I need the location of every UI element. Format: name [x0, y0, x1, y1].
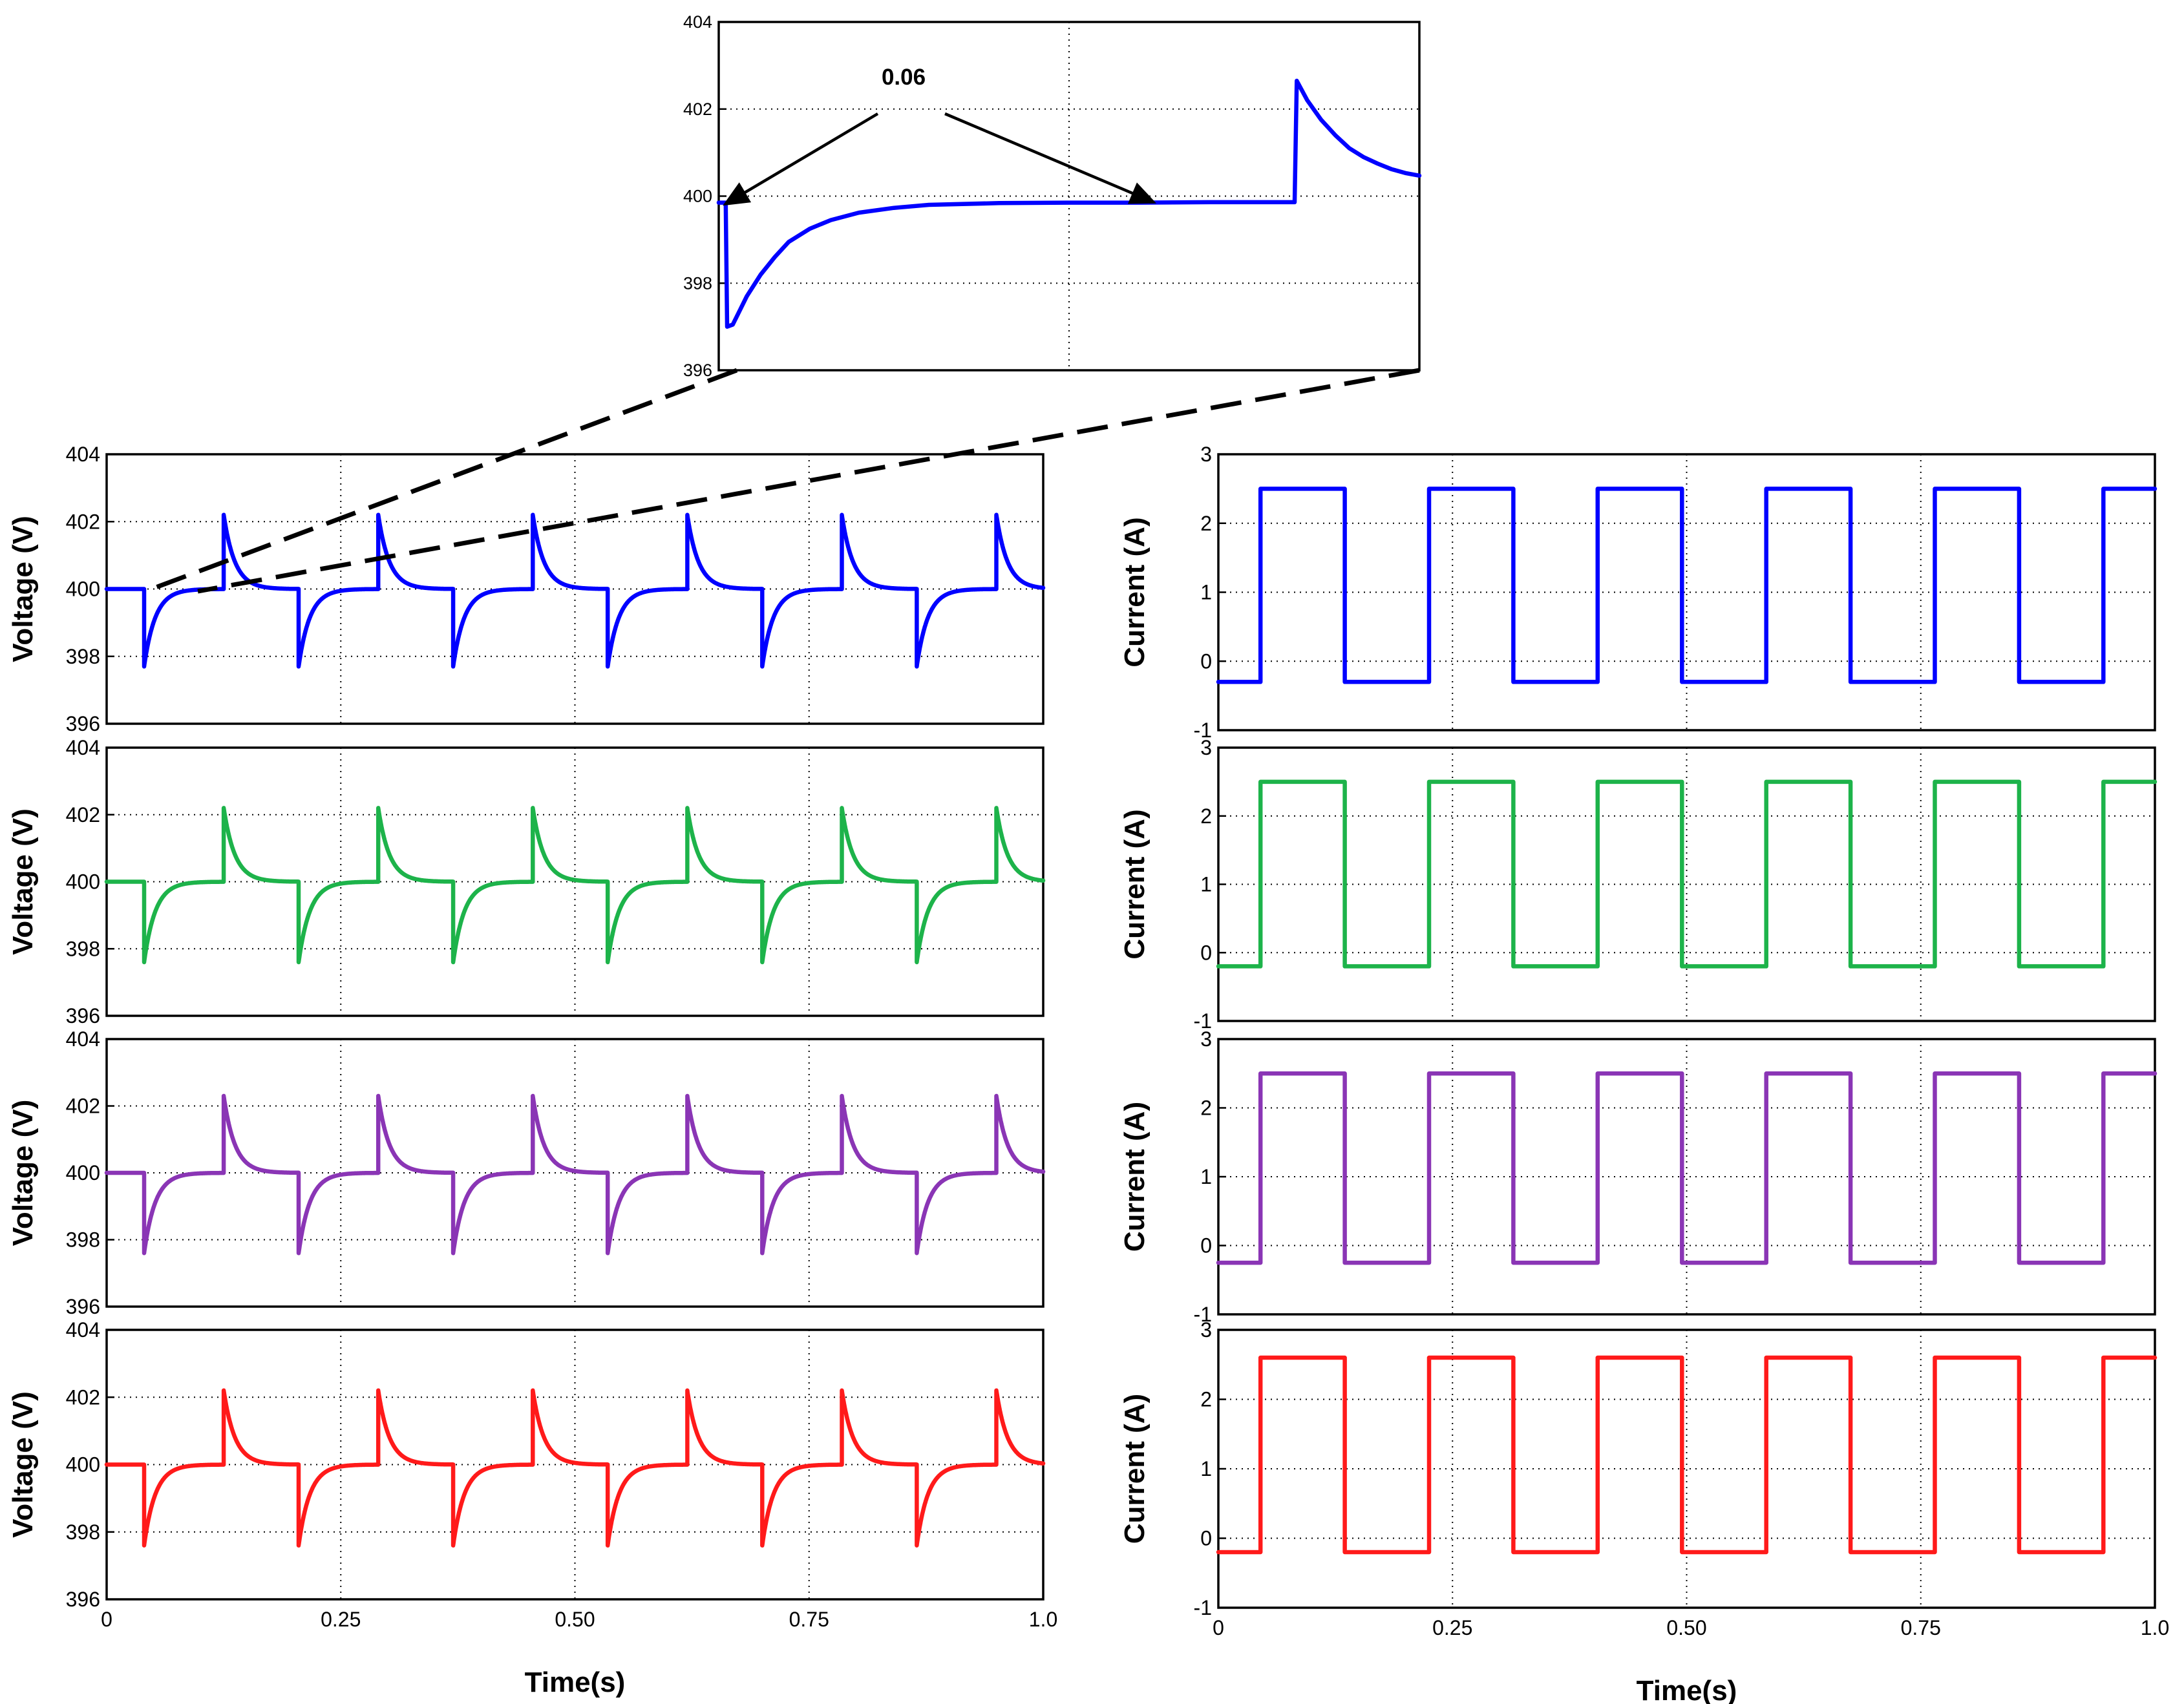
y-tick-label: 398	[66, 1520, 100, 1544]
voltage-4-panel: 404 402 400 398 396 Voltage (V) 0 0.25 0.50 0.75 1…	[7, 1318, 1057, 1698]
left-arrow	[723, 112, 879, 206]
y-tick-label: -1	[1194, 1596, 1212, 1619]
plots-layer: 404 402 400 398 396 0.06 404 402 400 398 396 Voltag…	[7, 12, 2169, 1704]
plot-frame	[717, 21, 1421, 372]
plot-frame	[1217, 1329, 2156, 1609]
voltage-2-panel: 404 402 400 398 396 Voltage (V)	[7, 736, 1046, 1027]
x-tick-label: 1.0	[2141, 1616, 2169, 1639]
y-tick-label: 0	[1200, 1527, 1212, 1550]
y-tick-label: 396	[66, 1004, 100, 1027]
y-tick-label: 402	[66, 1385, 100, 1409]
voltage-trace	[104, 1388, 1046, 1548]
y-tick-label: 0	[1200, 941, 1212, 964]
plot-frame	[1217, 453, 2156, 731]
y-tick-label: 2	[1200, 1097, 1212, 1120]
y-tick-label: 1	[1200, 873, 1212, 896]
y-tick-label: 404	[66, 1318, 100, 1341]
x-axis-label: Time(s)	[525, 1667, 626, 1698]
y-tick-label: 396	[683, 361, 712, 380]
y-tick-label: -1	[1194, 1009, 1212, 1033]
y-tick-label: 1	[1200, 581, 1212, 604]
y-tick-label: -1	[1194, 1303, 1212, 1326]
inset-panel: 404 402 400 398 396 0.06	[683, 12, 1422, 380]
x-tick-label: 0.25	[1432, 1616, 1472, 1639]
y-tick-label: 400	[66, 870, 100, 894]
y-tick-label: 396	[66, 1588, 100, 1611]
y-tick-label: 2	[1200, 805, 1212, 828]
y-tick-label: 404	[66, 1027, 100, 1051]
current-1-panel: 3 2 1 0 -1 Current (A)	[1119, 443, 2157, 742]
y-axis-label: Current (A)	[1119, 809, 1150, 959]
zoom-connector-right	[197, 368, 1420, 594]
y-tick-label: 400	[683, 187, 712, 206]
plot-frame	[1217, 1038, 2156, 1316]
y-tick-label: 3	[1200, 1318, 1212, 1341]
current-2-panel: 3 2 1 0 -1 Current (A)	[1119, 736, 2157, 1033]
y-tick-label: 400	[66, 1161, 100, 1184]
y-tick-label: 0	[1200, 1234, 1212, 1257]
x-tick-label: 0.50	[555, 1608, 595, 1631]
y-axis-label: Voltage (V)	[7, 1100, 39, 1246]
y-tick-label: 404	[66, 443, 100, 466]
y-axis-label: Voltage (V)	[7, 1391, 39, 1538]
plot-frame	[1217, 746, 2156, 1022]
y-tick-label: 2	[1200, 512, 1212, 535]
y-tick-label: 1	[1200, 1165, 1212, 1188]
voltage-3-panel: 404 402 400 398 396 Voltage (V)	[7, 1027, 1046, 1318]
y-tick-label: 2	[1200, 1388, 1212, 1411]
y-tick-label: 398	[66, 1228, 100, 1252]
x-tick-label: 0.75	[789, 1608, 829, 1631]
current-trace	[1216, 1071, 2157, 1265]
current-trace	[1216, 1355, 2157, 1555]
y-tick-label: 398	[683, 273, 712, 293]
x-tick-label: 0.25	[321, 1608, 361, 1631]
y-tick-label: 396	[66, 712, 100, 735]
y-tick-label: -1	[1194, 719, 1212, 742]
y-tick-label: 396	[66, 1295, 100, 1318]
y-tick-label: 3	[1200, 736, 1212, 759]
x-tick-label: 1.0	[1029, 1608, 1057, 1631]
current-3-panel: 3 2 1 0 -1 Current (A)	[1119, 1027, 2157, 1326]
y-tick-label: 400	[66, 1453, 100, 1477]
y-axis-label: Current (A)	[1119, 1102, 1150, 1252]
y-tick-label: 402	[66, 510, 100, 533]
y-axis-label: Voltage (V)	[7, 516, 39, 662]
zoom-connector-left	[144, 368, 738, 594]
y-tick-label: 398	[66, 937, 100, 960]
y-axis-label: Current (A)	[1119, 517, 1150, 667]
y-axis-label: Voltage (V)	[7, 808, 39, 955]
y-axis-label: Current (A)	[1119, 1394, 1150, 1544]
voltage-trace	[104, 806, 1046, 965]
y-tick-label: 3	[1200, 1027, 1212, 1051]
voltage-trace	[104, 512, 1046, 669]
y-tick-label: 404	[683, 12, 712, 32]
zoom-connectors	[144, 368, 1420, 594]
voltage-zoom-trace	[716, 78, 1422, 329]
duration-annotation: 0.06	[882, 65, 926, 90]
y-tick-label: 3	[1200, 443, 1212, 466]
right-arrow	[944, 112, 1157, 204]
y-tick-label: 1	[1200, 1457, 1212, 1480]
current-trace	[1216, 779, 2157, 969]
current-trace	[1216, 487, 2157, 684]
x-tick-label: 0.50	[1666, 1616, 1706, 1639]
x-axis-label: Time(s)	[1637, 1675, 1737, 1704]
voltage-1-panel: 404 402 400 398 396 Voltage (V)	[7, 443, 1046, 735]
x-tick-label: 0.75	[1901, 1616, 1941, 1639]
y-tick-label: 402	[66, 1095, 100, 1118]
y-tick-label: 402	[66, 803, 100, 826]
x-tick-label: 0	[101, 1608, 112, 1631]
y-tick-label: 398	[66, 645, 100, 668]
y-tick-label: 400	[66, 578, 100, 601]
x-tick-label: 0	[1213, 1616, 1224, 1639]
y-tick-label: 402	[683, 100, 712, 119]
y-tick-label: 0	[1200, 649, 1212, 673]
y-tick-label: 404	[66, 736, 100, 759]
voltage-trace	[104, 1093, 1046, 1256]
